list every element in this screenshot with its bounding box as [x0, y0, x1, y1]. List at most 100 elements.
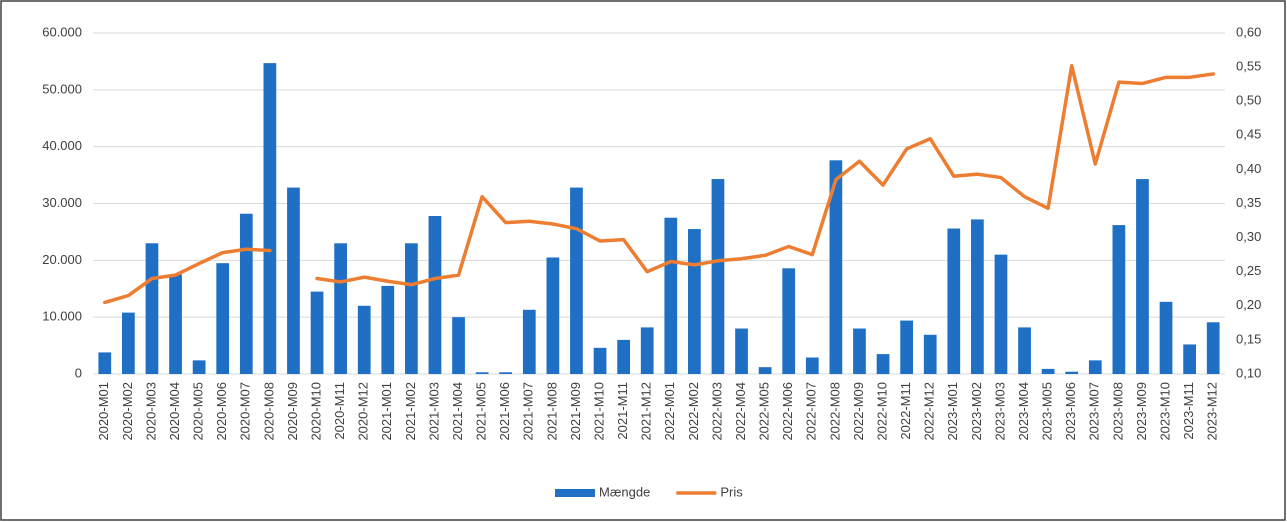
- bar: [381, 285, 395, 374]
- x-tick-label: 2022-M07: [804, 382, 819, 441]
- bar: [98, 352, 112, 374]
- legend-label: Mængde: [599, 484, 650, 499]
- x-tick-label: 2020-M11: [332, 382, 347, 440]
- y2-tick-label: 0,35: [1236, 195, 1261, 210]
- bar: [1088, 360, 1102, 374]
- x-tick-label: 2023-M06: [1063, 382, 1078, 441]
- y2-tick-label: 0,55: [1236, 59, 1261, 74]
- x-tick-label: 2021-M11: [615, 382, 630, 440]
- line: [103, 63, 1215, 305]
- y2-tick-label: 0,20: [1236, 297, 1261, 312]
- x-tick-label: 2023-M07: [1087, 382, 1102, 441]
- bar: [1136, 179, 1149, 374]
- bar: [829, 160, 843, 374]
- x-tick-label: 2022-M11: [898, 382, 913, 440]
- bar: [334, 243, 347, 374]
- x-tick-label: 2023-M05: [1040, 382, 1055, 441]
- y-tick-label: 0: [75, 365, 82, 380]
- bar: [971, 219, 984, 374]
- bar: [499, 372, 513, 374]
- x-tick-label: 2020-M04: [167, 382, 182, 441]
- bar: [145, 243, 159, 374]
- bar: [239, 213, 253, 374]
- bar: [263, 63, 277, 374]
- x-tick-label: 2020-M03: [143, 382, 158, 441]
- y-tick-label: 20.000: [42, 252, 82, 267]
- bar: [522, 309, 536, 374]
- y-tick-label: 40.000: [42, 138, 82, 153]
- bar: [122, 312, 135, 374]
- y2-tick-label: 0,15: [1236, 331, 1261, 346]
- x-tick-label: 2022-M02: [686, 382, 701, 441]
- bar: [310, 291, 324, 374]
- bar: [1065, 371, 1079, 374]
- bar: [546, 257, 560, 374]
- bar: [1206, 322, 1220, 374]
- bar: [664, 217, 678, 374]
- x-tick-label: 2020-M10: [308, 382, 323, 441]
- x-tick-label: 2023-M12: [1205, 382, 1220, 441]
- y2-tick-label: 0,45: [1236, 127, 1261, 142]
- x-tick-label: 2021-M08: [544, 382, 559, 441]
- x-tick-label: 2021-M01: [379, 382, 394, 441]
- x-tick-label: 2021-M12: [639, 382, 654, 441]
- x-tick-label: 2023-M02: [969, 382, 984, 441]
- bar: [475, 372, 489, 374]
- x-tick-label: 2022-M12: [922, 382, 937, 441]
- bar: [452, 317, 465, 374]
- y-tick-label: 30.000: [42, 195, 82, 210]
- y2-tick-label: 0,40: [1236, 161, 1261, 176]
- bar: [357, 305, 371, 374]
- x-tick-label: 2021-M05: [474, 382, 489, 441]
- bar: [169, 274, 182, 374]
- bar: [688, 229, 701, 374]
- x-tick-label: 2021-M10: [591, 382, 606, 441]
- x-tick-label: 2021-M04: [450, 382, 465, 441]
- bar: [1018, 327, 1031, 374]
- bar: [593, 347, 607, 374]
- x-tick-label: 2021-M02: [403, 382, 418, 441]
- bar: [994, 254, 1008, 374]
- x-tick-label: 2021-M03: [426, 382, 441, 441]
- x-tick-label: 2022-M03: [709, 382, 724, 441]
- bar: [782, 268, 796, 374]
- x-tick-label: 2020-M09: [285, 382, 300, 441]
- x-tick-label: 2020-M06: [214, 382, 229, 441]
- x-tick-label: 2020-M07: [238, 382, 253, 441]
- bar: [923, 334, 937, 374]
- x-tick-label: 2022-M06: [780, 382, 795, 441]
- bar: [711, 179, 725, 374]
- bar: [287, 187, 300, 374]
- x-tick-label: 2023-M04: [1016, 382, 1031, 441]
- bar: [1159, 301, 1173, 374]
- y2-tick-label: 0,50: [1236, 93, 1261, 108]
- bar: [640, 327, 654, 374]
- bar: [947, 228, 961, 374]
- bar: [758, 367, 772, 374]
- legend-label: Pris: [720, 484, 743, 499]
- x-tick-label: 2023-M09: [1134, 382, 1149, 441]
- y2-tick-label: 0,25: [1236, 263, 1261, 278]
- x-tick-label: 2020-M12: [356, 382, 371, 441]
- x-tick-label: 2021-M07: [521, 382, 536, 441]
- legend-swatch: [555, 489, 595, 497]
- bar: [570, 187, 583, 374]
- bar: [216, 263, 230, 374]
- y-tick-label: 50.000: [42, 81, 82, 96]
- y-tick-label: 10.000: [42, 309, 82, 324]
- x-tick-label: 2022-M09: [851, 382, 866, 441]
- bar: [1183, 344, 1196, 374]
- x-tick-label: 2020-M08: [261, 382, 276, 441]
- bar: [192, 360, 206, 374]
- y2-tick-label: 0,60: [1236, 24, 1261, 39]
- bar: [876, 354, 890, 374]
- bar: [617, 339, 630, 374]
- y-tick-label: 60.000: [42, 24, 82, 39]
- bar: [805, 357, 819, 374]
- bar: [900, 320, 913, 374]
- x-tick-label: 2023-M03: [992, 382, 1007, 441]
- y2-tick-label: 0,10: [1236, 365, 1261, 380]
- x-tick-label: 2022-M04: [733, 382, 748, 441]
- x-tick-label: 2021-M09: [568, 382, 583, 441]
